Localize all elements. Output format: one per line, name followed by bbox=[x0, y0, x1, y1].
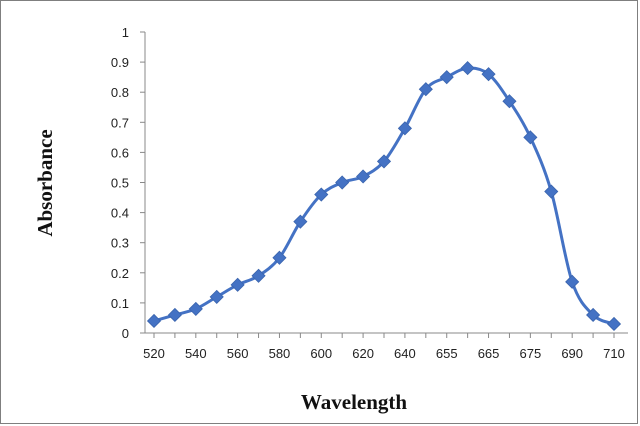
data-point bbox=[397, 121, 412, 136]
y-tick-label: 0.7 bbox=[111, 115, 129, 130]
data-point bbox=[188, 301, 203, 316]
y-tick-label: 0.9 bbox=[111, 55, 129, 70]
y-tick-label: 0.4 bbox=[111, 206, 129, 221]
x-tick-label: 640 bbox=[394, 346, 416, 361]
data-point bbox=[502, 94, 517, 109]
y-axis-title: Absorbance bbox=[33, 129, 57, 236]
x-tick-label: 520 bbox=[143, 346, 165, 361]
x-tick-label: 620 bbox=[352, 346, 374, 361]
data-point bbox=[251, 268, 266, 283]
data-point bbox=[481, 67, 496, 82]
y-tick-label: 0.5 bbox=[111, 176, 129, 191]
series-line bbox=[152, 66, 616, 326]
data-point bbox=[272, 250, 287, 265]
data-point bbox=[586, 307, 601, 323]
data-point bbox=[460, 61, 475, 76]
data-point bbox=[418, 82, 433, 97]
y-tick-label: 1 bbox=[122, 25, 129, 40]
data-point bbox=[439, 70, 454, 85]
x-tick-label: 665 bbox=[478, 346, 500, 361]
x-tick-label: 540 bbox=[185, 346, 207, 361]
data-point bbox=[230, 277, 245, 292]
data-point bbox=[293, 214, 308, 229]
x-axis: 520 540 560 580 600 620 640 655 665 675 690 710 bbox=[143, 332, 628, 361]
data-point bbox=[606, 316, 622, 332]
data-point bbox=[209, 289, 224, 304]
data-point bbox=[544, 184, 559, 199]
y-tick-label: 0.1 bbox=[111, 296, 129, 311]
y-tick-label: 0 bbox=[122, 326, 129, 341]
x-tick-label: 710 bbox=[603, 346, 625, 361]
x-tick-label: 560 bbox=[227, 346, 249, 361]
data-point bbox=[565, 274, 580, 289]
data-point bbox=[335, 175, 350, 190]
y-tick-label: 0.6 bbox=[111, 145, 129, 160]
x-tick-label: 690 bbox=[561, 346, 583, 361]
y-tick-label: 0.2 bbox=[111, 266, 129, 281]
y-tick-label: 0.3 bbox=[111, 236, 129, 251]
data-point bbox=[146, 313, 162, 329]
data-point bbox=[376, 154, 392, 169]
series-group bbox=[146, 61, 622, 332]
y-axis: 0 0.1 0.2 0.3 0.4 0.5 0.6 0.7 0.8 0.9 1 bbox=[111, 25, 146, 341]
data-point bbox=[167, 307, 182, 323]
x-axis-title: Wavelength bbox=[301, 390, 407, 414]
x-tick-label: 600 bbox=[310, 346, 332, 361]
data-point bbox=[356, 169, 371, 184]
data-point bbox=[523, 130, 538, 145]
x-tick-label: 655 bbox=[436, 346, 458, 361]
x-tick-label: 675 bbox=[520, 346, 542, 361]
data-point bbox=[314, 187, 329, 202]
x-tick-label: 580 bbox=[269, 346, 291, 361]
y-tick-label: 0.8 bbox=[111, 85, 129, 100]
